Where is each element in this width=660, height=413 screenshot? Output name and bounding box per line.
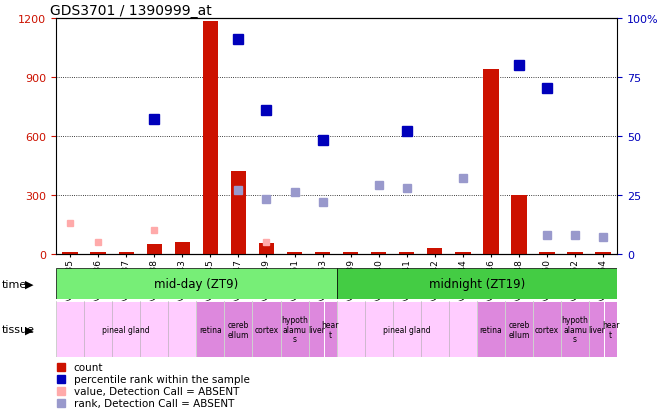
Bar bbox=[533, 301, 561, 357]
Bar bbox=[259, 243, 274, 254]
Text: cortex: cortex bbox=[535, 325, 559, 334]
Bar bbox=[399, 252, 414, 254]
Bar bbox=[324, 301, 337, 357]
Bar bbox=[343, 252, 358, 254]
Bar bbox=[224, 301, 252, 357]
Text: liver: liver bbox=[588, 325, 605, 334]
Text: hypoth
alamu
s: hypoth alamu s bbox=[562, 315, 589, 344]
Text: GDS3701 / 1390999_at: GDS3701 / 1390999_at bbox=[50, 4, 213, 18]
Text: rank, Detection Call = ABSENT: rank, Detection Call = ABSENT bbox=[74, 398, 234, 408]
Text: mid-day (ZT9): mid-day (ZT9) bbox=[154, 278, 238, 290]
Bar bbox=[605, 301, 617, 357]
Bar bbox=[568, 252, 583, 254]
Text: hear
t: hear t bbox=[321, 320, 339, 339]
Bar bbox=[56, 301, 197, 357]
Bar bbox=[315, 252, 330, 254]
Text: value, Detection Call = ABSENT: value, Detection Call = ABSENT bbox=[74, 386, 239, 396]
Text: ▶: ▶ bbox=[25, 279, 34, 289]
Bar bbox=[147, 244, 162, 254]
Text: ▶: ▶ bbox=[25, 324, 34, 335]
Text: retina: retina bbox=[199, 325, 222, 334]
Text: cereb
ellum: cereb ellum bbox=[228, 320, 249, 339]
Text: cereb
ellum: cereb ellum bbox=[508, 320, 529, 339]
Bar bbox=[56, 268, 337, 299]
Bar bbox=[90, 252, 106, 254]
Bar bbox=[427, 248, 442, 254]
Text: hear
t: hear t bbox=[602, 320, 620, 339]
Bar bbox=[455, 252, 471, 254]
Bar bbox=[280, 301, 309, 357]
Text: percentile rank within the sample: percentile rank within the sample bbox=[74, 374, 249, 384]
Text: pineal gland: pineal gland bbox=[102, 325, 150, 334]
Bar bbox=[231, 172, 246, 254]
Bar bbox=[197, 301, 224, 357]
Bar bbox=[175, 242, 190, 254]
Bar bbox=[512, 195, 527, 254]
Bar bbox=[309, 301, 324, 357]
Text: tissue: tissue bbox=[1, 324, 34, 335]
Bar bbox=[371, 252, 386, 254]
Text: retina: retina bbox=[480, 325, 502, 334]
Bar bbox=[203, 21, 218, 254]
Bar bbox=[337, 301, 477, 357]
Bar bbox=[483, 69, 498, 254]
Bar bbox=[477, 301, 505, 357]
Bar bbox=[505, 301, 533, 357]
Text: count: count bbox=[74, 362, 103, 372]
Text: midnight (ZT19): midnight (ZT19) bbox=[429, 278, 525, 290]
Text: cortex: cortex bbox=[254, 325, 279, 334]
Text: liver: liver bbox=[308, 325, 325, 334]
Bar bbox=[119, 252, 134, 254]
Bar bbox=[595, 252, 611, 254]
Bar bbox=[337, 268, 617, 299]
Text: pineal gland: pineal gland bbox=[383, 325, 430, 334]
Text: time: time bbox=[1, 279, 26, 289]
Bar bbox=[252, 301, 280, 357]
Bar bbox=[539, 252, 554, 254]
Bar bbox=[589, 301, 605, 357]
Bar bbox=[561, 301, 589, 357]
Text: hypoth
alamu
s: hypoth alamu s bbox=[281, 315, 308, 344]
Bar bbox=[287, 252, 302, 254]
Bar bbox=[63, 252, 78, 254]
